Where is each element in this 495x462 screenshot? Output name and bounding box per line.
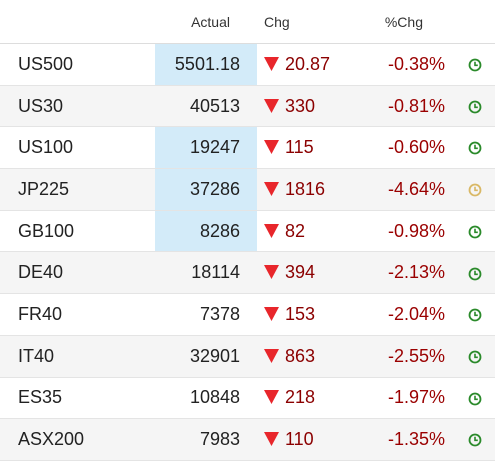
- quote-row[interactable]: FR40 7378 153 -2.04%: [0, 293, 495, 336]
- change: 82: [285, 220, 306, 241]
- quote-row[interactable]: IT40 32901 863 -2.55%: [0, 335, 495, 378]
- pct-change: -0.98%: [357, 210, 455, 253]
- actual: 37286: [155, 168, 257, 211]
- clock-icon[interactable]: [468, 58, 482, 72]
- change: 218: [285, 387, 316, 408]
- down-arrow: [264, 390, 279, 405]
- change: 330: [285, 95, 316, 116]
- down-arrow: [264, 348, 279, 363]
- clock-icon[interactable]: [468, 350, 482, 364]
- icon-cell: [455, 210, 495, 253]
- quote-row[interactable]: US100 19247 115 -0.60%: [0, 126, 495, 170]
- pct-change: -4.64%: [357, 168, 455, 211]
- table-body: US500 5501.18 20.87 -0.38% US30 40513 330 -0.81…: [0, 43, 495, 461]
- symbol[interactable]: IT40: [0, 335, 155, 378]
- header-cell: %Chg: [357, 0, 455, 44]
- change-cell: 110: [257, 418, 357, 461]
- clock-icon[interactable]: [468, 225, 482, 239]
- actual: 18114: [155, 251, 257, 295]
- icon-cell: [455, 168, 495, 211]
- symbol[interactable]: ASX200: [0, 418, 155, 461]
- pct-change: -2.04%: [357, 293, 455, 336]
- symbol[interactable]: FR40: [0, 293, 155, 336]
- header-cell: Chg: [257, 0, 357, 44]
- down-arrow: [264, 265, 279, 280]
- actual: 8286: [155, 210, 257, 253]
- header-row: Actual Chg %Chg: [0, 0, 495, 44]
- symbol[interactable]: US30: [0, 85, 155, 128]
- change-cell: 218: [257, 377, 357, 420]
- change: 1816: [285, 178, 326, 199]
- header-cell: [0, 0, 155, 44]
- quote-row[interactable]: ASX200 7983 110 -1.35%: [0, 418, 495, 461]
- clock-icon[interactable]: [468, 392, 482, 406]
- change: 394: [285, 262, 316, 283]
- change: 153: [285, 303, 316, 324]
- change-cell: 153: [257, 293, 357, 336]
- clock-icon[interactable]: [468, 100, 482, 114]
- change-cell: 20.87: [257, 43, 357, 86]
- down-arrow: [264, 306, 279, 321]
- header-cell: Actual: [155, 0, 257, 44]
- change: 863: [285, 345, 316, 366]
- actual: 7983: [155, 418, 257, 461]
- symbol[interactable]: DE40: [0, 251, 155, 295]
- change: 20.87: [285, 53, 331, 74]
- down-arrow: [264, 56, 279, 71]
- change-cell: 1816: [257, 168, 357, 211]
- pct-change: -1.97%: [357, 377, 455, 420]
- icon-cell: [455, 85, 495, 128]
- clock-icon[interactable]: [468, 433, 482, 447]
- change-cell: 330: [257, 85, 357, 128]
- quote-row[interactable]: US500 5501.18 20.87 -0.38%: [0, 43, 495, 86]
- symbol[interactable]: JP225: [0, 168, 155, 211]
- down-arrow: [264, 140, 279, 155]
- change-cell: 115: [257, 126, 357, 170]
- quote-row[interactable]: US30 40513 330 -0.81%: [0, 85, 495, 128]
- icon-cell: [455, 335, 495, 378]
- clock-icon[interactable]: [468, 183, 482, 197]
- change-cell: 82: [257, 210, 357, 253]
- quote-row[interactable]: JP225 37286 1816 -4.64%: [0, 168, 495, 211]
- pct-change: -0.60%: [357, 126, 455, 170]
- pct-change: -0.38%: [357, 43, 455, 86]
- icon-cell: [455, 126, 495, 170]
- change: 115: [285, 137, 314, 158]
- symbol[interactable]: US500: [0, 43, 155, 86]
- down-arrow: [264, 223, 279, 238]
- symbol[interactable]: ES35: [0, 377, 155, 420]
- pct-change: -2.13%: [357, 251, 455, 295]
- pct-change: -2.55%: [357, 335, 455, 378]
- icon-cell: [455, 377, 495, 420]
- quote-row[interactable]: DE40 18114 394 -2.13%: [0, 251, 495, 295]
- clock-icon[interactable]: [468, 308, 482, 322]
- actual: 7378: [155, 293, 257, 336]
- change-cell: 863: [257, 335, 357, 378]
- change: 110: [285, 429, 314, 450]
- actual: 40513: [155, 85, 257, 128]
- actual: 5501.18: [155, 43, 257, 86]
- down-arrow: [264, 432, 279, 447]
- actual: 32901: [155, 335, 257, 378]
- icon-cell: [455, 251, 495, 295]
- icon-cell: [455, 43, 495, 86]
- actual: 19247: [155, 126, 257, 170]
- clock-icon[interactable]: [468, 141, 482, 155]
- icon-cell: [455, 293, 495, 336]
- header-cell: [455, 0, 495, 44]
- pct-change: -0.81%: [357, 85, 455, 128]
- actual: 10848: [155, 377, 257, 420]
- symbol[interactable]: US100: [0, 126, 155, 170]
- icon-cell: [455, 418, 495, 461]
- down-arrow: [264, 181, 279, 196]
- down-arrow: [264, 98, 279, 113]
- symbol[interactable]: GB100: [0, 210, 155, 253]
- clock-icon[interactable]: [468, 267, 482, 281]
- quote-row[interactable]: GB100 8286 82 -0.98%: [0, 210, 495, 253]
- quote-row[interactable]: ES35 10848 218 -1.97%: [0, 377, 495, 420]
- change-cell: 394: [257, 251, 357, 295]
- pct-change: -1.35%: [357, 418, 455, 461]
